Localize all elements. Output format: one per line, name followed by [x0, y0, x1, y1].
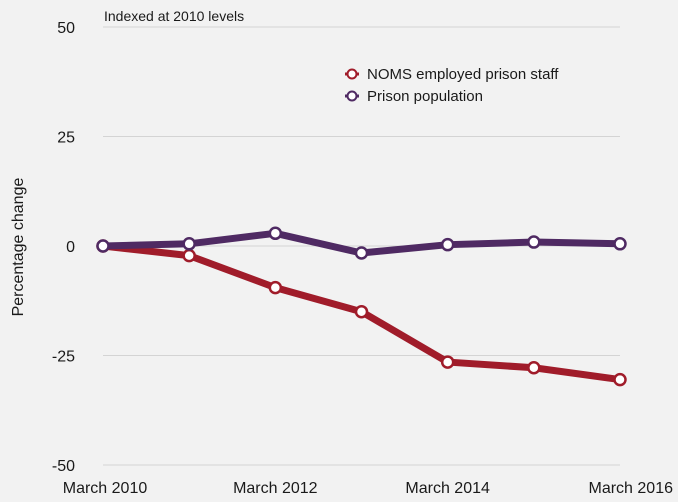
x-tick-label: March 2010 — [63, 480, 148, 497]
x-tick-label: March 2012 — [233, 480, 318, 497]
data-point — [182, 248, 196, 263]
legend-item: NOMS employed prison staff — [345, 66, 559, 83]
legend-point-marker — [346, 90, 358, 102]
series-0 — [96, 239, 627, 387]
data-point — [96, 239, 110, 253]
series-1 — [96, 226, 627, 260]
y-tick-label: 50 — [57, 20, 75, 37]
chart-subtitle: Indexed at 2010 levels — [104, 8, 244, 24]
x-tick-label: March 2016 — [589, 480, 674, 497]
legend-item: Prison population — [345, 88, 483, 105]
legend-label: Prison population — [367, 88, 483, 105]
y-axis-title: Percentage change — [10, 178, 27, 317]
legend-point-marker — [346, 68, 358, 80]
x-axis-ticks: March 2010 March 2012 March 2014 March 2016 — [63, 480, 673, 497]
data-point — [182, 237, 196, 251]
legend-label: NOMS employed prison staff — [367, 66, 559, 83]
y-tick-label: 0 — [66, 239, 75, 256]
data-point — [354, 246, 369, 260]
data-point — [354, 304, 369, 319]
data-point — [613, 372, 627, 387]
series-layer — [96, 226, 627, 387]
y-axis-ticks: 50 25 0 -25 -50 — [52, 20, 75, 475]
data-point — [527, 235, 541, 249]
data-point — [440, 237, 455, 252]
y-tick-label: -25 — [52, 349, 75, 366]
y-tick-label: -50 — [52, 458, 75, 475]
y-tick-label: 25 — [57, 130, 75, 147]
data-point — [613, 237, 627, 251]
data-point — [440, 355, 455, 369]
x-tick-label: March 2014 — [405, 480, 490, 497]
legend: NOMS employed prison staff Prison populat… — [345, 66, 559, 105]
data-point — [268, 280, 283, 295]
data-point — [268, 226, 283, 241]
data-point — [527, 361, 541, 375]
